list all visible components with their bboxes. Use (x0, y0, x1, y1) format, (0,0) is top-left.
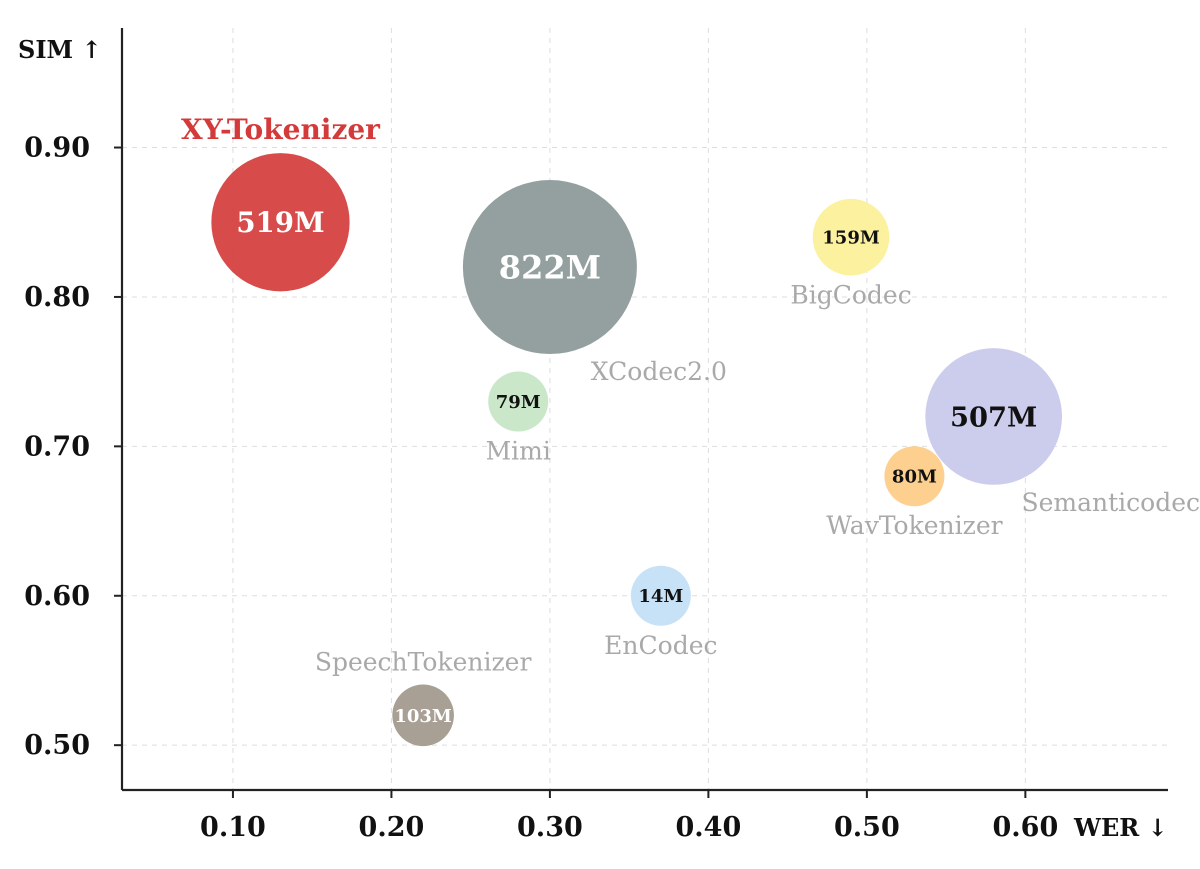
bubble-wavtokenizer (884, 446, 945, 507)
bubble-size-label-xy-tokenizer: 519M (236, 206, 324, 239)
bubble-size-label-wavtokenizer: 80M (892, 467, 937, 488)
point-name-bigcodec: BigCodec (790, 280, 911, 309)
bubble-mimi (488, 371, 549, 432)
point-labels: XY-Tokenizer XCodec2.0 BigCodec Mimi Semanti… (181, 113, 1200, 676)
bubble-speechtokenizer (392, 684, 454, 747)
y-tick-label: 0.60 (24, 581, 90, 612)
bubbles: 822M 519M 507M 159M 103M 80M 79M 14M (211, 153, 1062, 747)
axes: SIM ↑ WER ↓ (18, 28, 1168, 842)
x-tick-label: 0.10 (200, 812, 266, 843)
bubble-semanticodec (925, 348, 1062, 485)
x-tick-label: 0.60 (992, 812, 1058, 843)
x-tick-label: 0.40 (676, 812, 742, 843)
point-name-xy-tokenizer: XY-Tokenizer (181, 113, 381, 146)
point-name-semanticodec: Semanticodec (1021, 488, 1200, 517)
bubble-size-label-speechtokenizer: 103M (394, 706, 452, 727)
x-tick-label: 0.30 (517, 812, 583, 843)
y-tick-label: 0.50 (24, 730, 90, 761)
y-tick-label: 0.70 (24, 431, 90, 462)
x-axis-title: WER ↓ (1073, 813, 1168, 842)
ticks: 0.10 0.20 0.30 0.40 0.50 0.60 0.50 0.60 0.70 0.80… (24, 133, 1058, 843)
bubble-size-label-mimi: 79M (496, 392, 541, 413)
bubble-size-label-xcodec2-0: 822M (499, 249, 601, 287)
point-name-xcodec2-0: XCodec2.0 (591, 357, 727, 386)
bubble-size-label-bigcodec: 159M (822, 228, 880, 249)
point-name-speechtokenizer: SpeechTokenizer (315, 647, 532, 676)
x-tick-label: 0.20 (359, 812, 425, 843)
y-axis-title: SIM ↑ (18, 35, 102, 64)
bubble-xy-tokenizer (211, 153, 350, 292)
x-tick-label: 0.50 (834, 812, 900, 843)
point-name-mimi: Mimi (486, 437, 551, 466)
y-tick-label: 0.90 (24, 133, 90, 164)
bubble-encodec (630, 565, 691, 626)
point-name-wavtokenizer: WavTokenizer (826, 511, 1002, 540)
bubble-size-label-semanticodec: 507M (950, 401, 1037, 433)
bubble-size-label-encodec: 14M (638, 586, 683, 607)
y-tick-label: 0.80 (24, 282, 90, 313)
bubble-bigcodec (812, 198, 890, 276)
bubble-xcodec2-0 (462, 180, 637, 355)
point-name-encodec: EnCodec (604, 631, 717, 660)
